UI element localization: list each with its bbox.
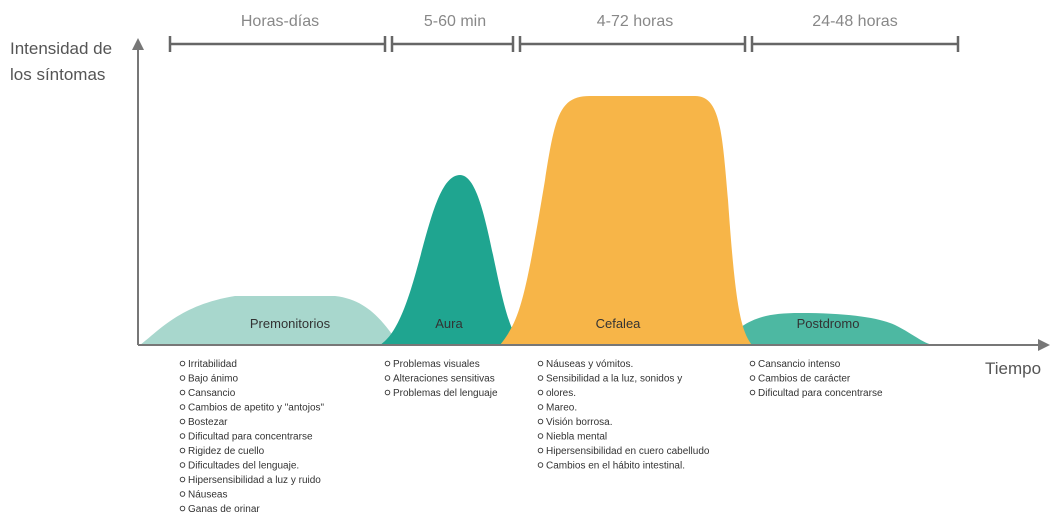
duration-label: Horas-días [241, 13, 319, 30]
bullet [384, 389, 391, 396]
symptom: olores. [546, 388, 576, 399]
y-arrow [132, 38, 144, 50]
symptom: Bajo ánimo [188, 374, 238, 385]
premonitorios-shape [140, 296, 400, 345]
y-label: los síntomas [10, 65, 105, 84]
bullet [749, 375, 756, 381]
symptom: Náuseas [188, 490, 227, 501]
x-arrow [1038, 339, 1050, 351]
symptom: Hipersensibilidad en cuero cabelludo [546, 446, 710, 457]
symptom: Mareo. [546, 403, 577, 414]
symptom: Ganas de orinar [188, 504, 260, 515]
bullet [179, 375, 186, 381]
phase-name: Postdromo [797, 316, 860, 331]
symptom: Náuseas y vómitos. [546, 359, 633, 370]
symptom: Cambios de apetito y "antojos" [188, 403, 325, 414]
phase-name: Cefalea [596, 316, 642, 331]
aura-shape [380, 175, 522, 345]
symptom: Cansancio intenso [758, 359, 841, 370]
bullet [179, 505, 186, 512]
bullet [179, 433, 186, 439]
bullet [749, 389, 756, 396]
symptom: Cansancio [188, 388, 236, 399]
symptom: Cambios en el hábito intestinal. [546, 461, 685, 472]
bullet [384, 360, 391, 367]
duration-label: 24-48 horas [812, 13, 897, 30]
symptom: Cambios de carácter [758, 374, 851, 385]
symptom: Visión borrosa. [546, 417, 613, 428]
bullet [179, 491, 186, 497]
symptom: Hipersensibilidad a luz y ruido [188, 475, 321, 486]
symptom: Dificultad para concentrarse [758, 388, 883, 399]
bullet [537, 375, 544, 381]
postdromo-shape [720, 313, 935, 345]
symptom: Sensibilidad a la luz, sonidos y [546, 374, 682, 385]
phase-name: Aura [435, 316, 463, 331]
bullet [179, 404, 186, 410]
bullet [537, 389, 544, 396]
bullet [179, 389, 186, 396]
y-label: Intensidad de [10, 39, 112, 58]
x-label: Tiempo [985, 359, 1041, 378]
symptom: Irritabilidad [188, 359, 237, 370]
bullet [179, 462, 186, 468]
duration-label: 4-72 horas [597, 13, 674, 30]
bullet [179, 447, 186, 454]
bullet [537, 433, 544, 439]
bullet [537, 462, 544, 468]
symptom: Dificultades del lenguaje. [188, 461, 299, 472]
bullet [179, 360, 186, 367]
bullet [384, 375, 391, 381]
symptom: Alteraciones sensitivas [393, 374, 495, 385]
phase-name: Premonitorios [250, 316, 331, 331]
bullet [537, 447, 544, 454]
symptom: Bostezar [188, 417, 228, 428]
symptom: Problemas del lenguaje [393, 388, 498, 399]
bullet [749, 360, 756, 367]
bullet [537, 404, 544, 410]
bullet [537, 360, 544, 367]
bullet [179, 418, 186, 425]
symptom: Problemas visuales [393, 359, 480, 370]
symptom: Rigidez de cuello [188, 446, 265, 457]
symptom: Dificultad para concentrarse [188, 432, 313, 443]
symptom: Niebla mental [546, 432, 607, 443]
cefalea-shape [500, 96, 752, 345]
duration-label: 5-60 min [424, 13, 486, 30]
duration-bars [168, 36, 960, 52]
bullet [179, 476, 186, 483]
bullet [537, 418, 544, 425]
